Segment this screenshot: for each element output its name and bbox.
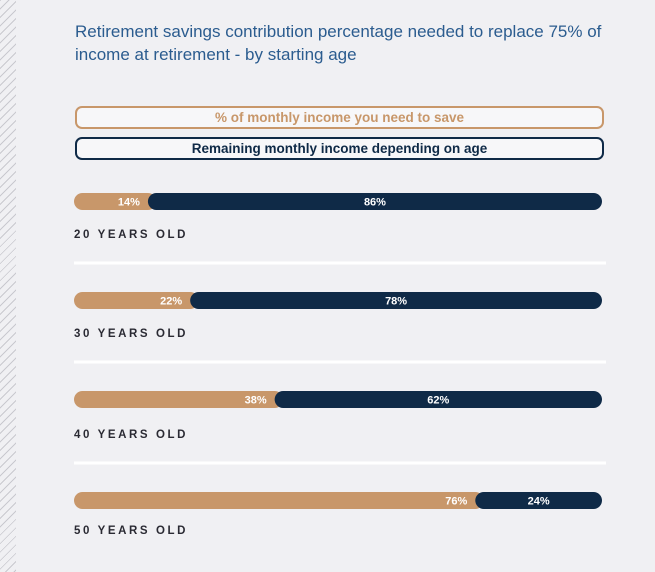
row-divider <box>74 360 606 364</box>
category-label: 20 YEARS OLD <box>74 229 188 241</box>
row-divider <box>74 461 606 465</box>
bar-save-label: 14% <box>118 197 140 209</box>
bar-save <box>74 292 199 309</box>
bar-remaining-label: 24% <box>528 496 550 508</box>
category-label: 40 YEARS OLD <box>74 429 188 441</box>
bar-remaining <box>274 391 602 408</box>
legend-remaining: Remaining monthly income depending on ag… <box>75 137 604 160</box>
bar-remaining <box>475 492 602 509</box>
bar-save-label: 76% <box>445 496 467 508</box>
category-label: 30 YEARS OLD <box>74 328 188 340</box>
bar-save-label: 38% <box>245 395 267 407</box>
category-label: 50 YEARS OLD <box>74 525 188 537</box>
decorative-hatch-strip <box>0 0 16 572</box>
legend-save: % of monthly income you need to save <box>75 106 604 129</box>
bar-remaining <box>147 193 603 210</box>
bar-remaining-label: 86% <box>364 197 386 209</box>
bar-remaining <box>190 292 602 309</box>
chart-title: Retirement savings contribution percenta… <box>75 22 602 64</box>
bar-save-label: 22% <box>160 296 182 308</box>
row-divider <box>74 261 606 265</box>
bar-remaining-label: 62% <box>427 395 449 407</box>
bar-save <box>74 193 157 210</box>
bar-remaining-label: 78% <box>385 296 407 308</box>
bar-save <box>74 391 284 408</box>
bar-save <box>74 492 484 509</box>
